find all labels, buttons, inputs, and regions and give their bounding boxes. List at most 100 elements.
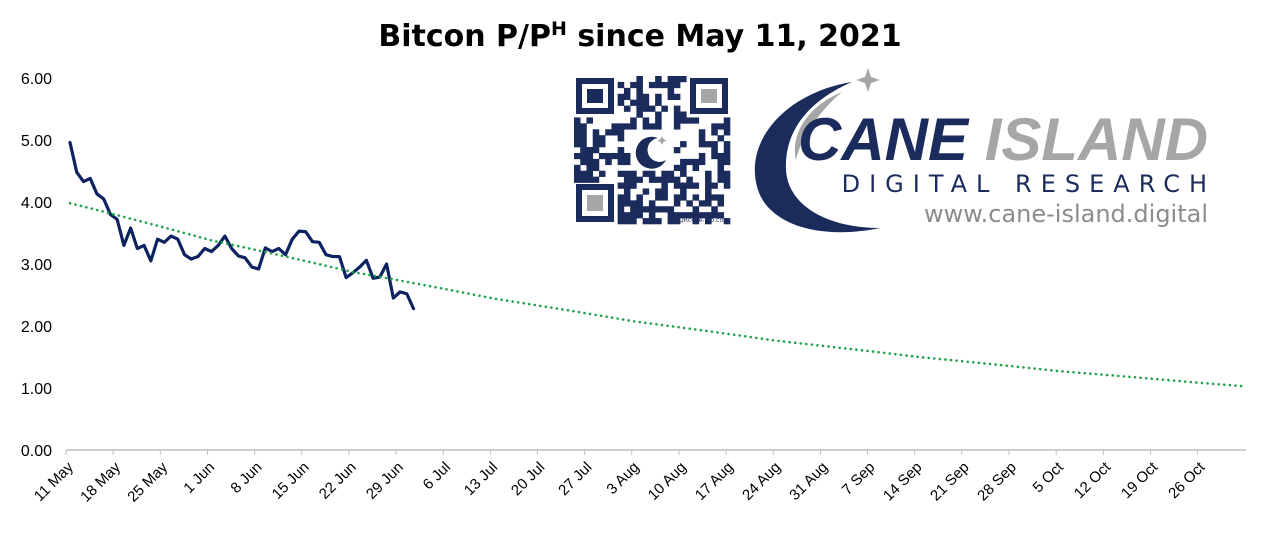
qr-module (592, 135, 600, 142)
qr-module (705, 170, 712, 177)
brand-name: CANE ISLAND (798, 106, 1208, 173)
qr-module (617, 93, 625, 100)
qr-module (655, 176, 662, 183)
qr-module (692, 218, 700, 225)
qr-module (698, 158, 706, 166)
x-tick-label: 26 Oct (1165, 458, 1209, 502)
qr-module (655, 99, 662, 106)
qr-module (711, 147, 718, 154)
qr-module (580, 129, 587, 136)
qr-module (655, 188, 662, 195)
qr-module (611, 129, 618, 136)
qr-module (642, 218, 650, 225)
qr-module (586, 117, 594, 124)
qr-module (692, 212, 700, 219)
qr-module (717, 200, 725, 207)
qr-module (711, 212, 718, 219)
qr-module (655, 218, 662, 225)
qr-module (642, 93, 650, 100)
qr-module (692, 194, 700, 201)
qr-module (667, 93, 675, 100)
qr-module (611, 123, 618, 130)
qr-module (636, 194, 643, 201)
qr-module (680, 212, 687, 219)
qr-module (648, 105, 656, 112)
qr-module (623, 152, 631, 160)
qr-module (717, 176, 725, 183)
qr-module (598, 170, 606, 177)
qr-module (680, 141, 687, 148)
qr-module (617, 123, 625, 130)
qr-module (574, 170, 581, 177)
qr-module (655, 76, 662, 83)
qr-module (673, 111, 681, 118)
qr-module (611, 152, 618, 160)
qr-module (574, 123, 581, 130)
x-tick-label: 1 Jun (180, 459, 218, 497)
qr-module (648, 123, 656, 130)
qr-module (692, 206, 700, 213)
x-tick-label: 8 Jun (227, 459, 265, 497)
qr-module (667, 87, 675, 95)
y-tick-label: 0.00 (21, 443, 52, 460)
qr-module (630, 218, 637, 225)
qr-module (673, 200, 681, 207)
crescent-icon (754, 82, 880, 233)
qr-module (655, 123, 662, 130)
qr-module (648, 206, 656, 213)
qr-module (623, 182, 631, 189)
qr-module (667, 76, 675, 83)
qr-module (698, 135, 706, 142)
qr-module (673, 117, 681, 124)
qr-module (686, 176, 693, 183)
qr-module (642, 206, 650, 213)
qr-module (667, 212, 675, 219)
qr-module (574, 176, 581, 183)
qr-module (605, 129, 612, 136)
qr-module (623, 212, 631, 219)
star-icon (856, 68, 880, 92)
qr-module (623, 123, 631, 130)
qr-module (574, 141, 581, 148)
qr-module (642, 117, 650, 124)
qr-module (723, 117, 731, 124)
qr-module (661, 105, 668, 112)
qr-module (574, 152, 581, 160)
qr-module (673, 164, 681, 172)
x-tick-label: 18 May (77, 458, 124, 505)
chart-title: Bitcon P/PH since May 11, 2021 (378, 18, 901, 54)
x-tick-label: 6 Jul (420, 459, 454, 493)
x-tick-label: 7 Sep (839, 459, 879, 499)
qr-module (574, 164, 581, 172)
x-tick-label: 3 Aug (603, 459, 642, 498)
y-tick-label: 1.00 (21, 381, 52, 398)
qr-module (623, 194, 631, 201)
qr-module (636, 105, 643, 112)
qr-module (686, 212, 693, 219)
x-tick-label: 14 Sep (880, 459, 926, 505)
qr-module (617, 182, 625, 189)
qr-module (673, 123, 681, 130)
qr-module (686, 117, 693, 124)
qr-module (623, 200, 631, 207)
x-tick-label: 27 Jul (555, 459, 595, 499)
qr-module (617, 218, 625, 225)
qr-module (630, 206, 637, 213)
qr-module (705, 212, 712, 219)
qr-module (655, 111, 662, 118)
qr-module (623, 158, 631, 166)
qr-module (617, 135, 625, 142)
brand-name-part-2: ISLAND (985, 106, 1208, 173)
qr-module (711, 206, 718, 213)
qr-module (661, 176, 668, 183)
qr-module (661, 188, 668, 195)
qr-module (673, 182, 681, 189)
qr-module (617, 170, 625, 177)
qr-module (680, 182, 687, 189)
x-tick-label: 12 Oct (1071, 458, 1115, 502)
x-tick-label: 17 Aug (692, 459, 737, 504)
qr-module (617, 81, 625, 89)
qr-module (630, 99, 637, 106)
x-tick-label: 20 Jul (508, 459, 548, 499)
